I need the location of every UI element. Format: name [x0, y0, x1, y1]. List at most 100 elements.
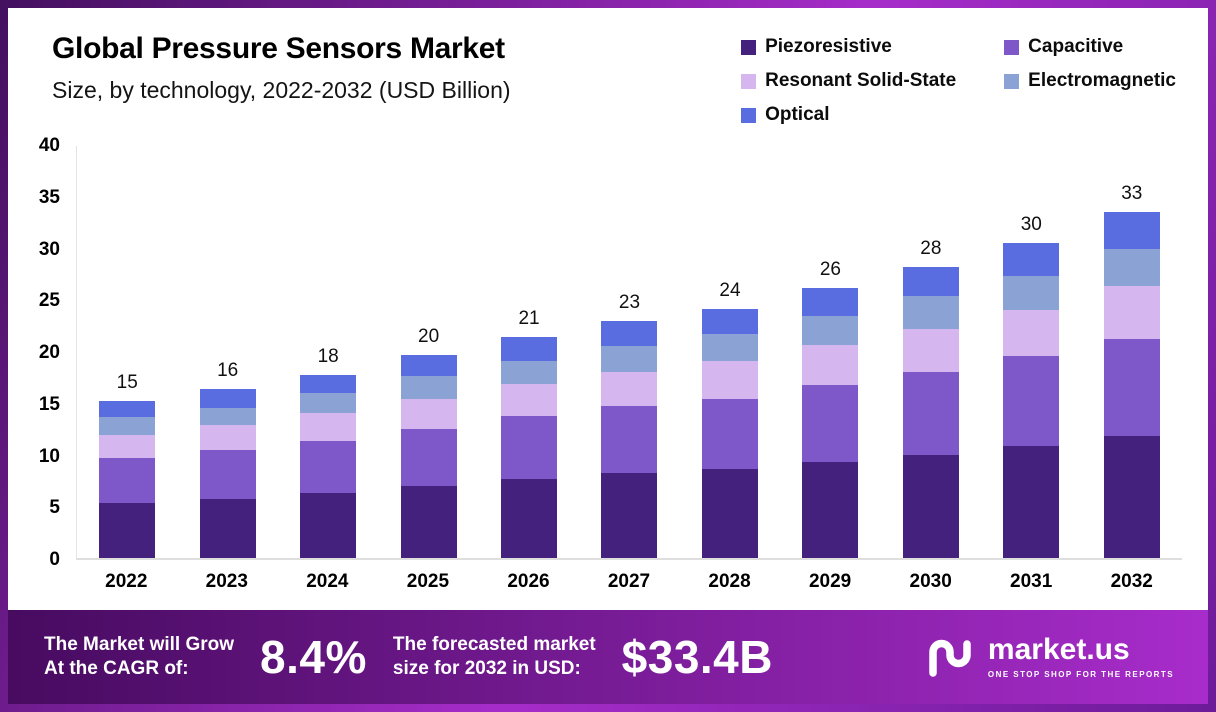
y-tick-label: 20	[38, 342, 60, 363]
bar-segment-resonant-solid-state	[300, 413, 357, 442]
x-tick-label: 2027	[607, 571, 651, 592]
x-axis: 2022 2023 2024 2025 2026 2027 2028 2029 2030 2031…	[76, 571, 1182, 593]
bar-segment-electromagnetic	[300, 393, 357, 414]
legend-item-electromagnetic: Electromagnetic	[1004, 70, 1176, 92]
bar-segment-electromagnetic	[501, 361, 558, 385]
bar-column-2029: 26	[780, 146, 880, 558]
bar-total-label: 26	[819, 258, 841, 280]
x-tick-label: 2024	[306, 571, 349, 592]
bar-column-2022: 15	[77, 146, 177, 558]
y-tick-label: 5	[49, 497, 60, 519]
legend-label: Electromagnetic	[1028, 70, 1176, 91]
page-subtitle: Size, by technology, 2022-2032 (USD Bill…	[52, 77, 511, 103]
bar-segment-resonant-solid-state	[1103, 285, 1160, 339]
x-tick-label: 2030	[909, 571, 952, 592]
legend-label: Capacitive	[1028, 36, 1124, 57]
bar-segment-optical	[300, 374, 357, 394]
bar-segment-resonant-solid-state	[99, 434, 156, 458]
bar-total-label: 33	[1121, 183, 1143, 205]
bar-segment-capacitive	[601, 405, 658, 474]
brand: market.us ONE STOP SHOP FOR THE REPORTS	[924, 631, 1174, 683]
legend-label: Optical	[765, 104, 830, 125]
legend-swatch	[741, 73, 757, 89]
bar-segment-piezoresistive	[1103, 435, 1160, 558]
bar-segment-capacitive	[400, 428, 457, 486]
legend-label: Resonant Solid-State	[765, 70, 957, 91]
bar-segment-electromagnetic	[199, 407, 256, 425]
y-tick-label: 0	[49, 549, 60, 570]
bar-column-2025: 20	[378, 146, 478, 558]
page-title: Global Pressure Sensors Market	[52, 32, 505, 65]
x-tick-label: 2032	[1110, 571, 1153, 592]
bar-total-label: 23	[618, 292, 641, 314]
bar-segment-electromagnetic	[701, 334, 758, 362]
bar-segment-capacitive	[802, 385, 859, 462]
bar-segment-resonant-solid-state	[802, 344, 859, 386]
bar-segment-electromagnetic	[601, 345, 658, 372]
plot-area: 15 16 18 20 21 23 24 26 28 30 33	[76, 146, 1182, 560]
x-tick-label: 2026	[507, 571, 550, 592]
x-tick-label: 2031	[1010, 571, 1053, 592]
bar-segment-piezoresistive	[501, 479, 558, 558]
bar-segment-piezoresistive	[701, 469, 758, 558]
x-tick-label: 2028	[708, 571, 751, 592]
legend: Piezoresistive Capacitive Resonant Solid-S…	[741, 32, 1176, 126]
stacked-bar	[802, 287, 859, 558]
forecast-label-line1: The forecasted market	[392, 634, 596, 656]
bar-segment-electromagnetic	[802, 315, 859, 345]
y-tick-label: 25	[38, 290, 60, 312]
stacked-bar	[199, 389, 256, 558]
bar-segment-resonant-solid-state	[701, 361, 758, 399]
bar-segment-electromagnetic	[1003, 275, 1060, 310]
bar-column-2026: 21	[479, 146, 579, 558]
bar-column-2032: 33	[1082, 146, 1182, 558]
bar-segment-piezoresistive	[99, 503, 156, 558]
y-tick-label: 30	[38, 238, 60, 260]
title-block: Global Pressure Sensors Market Size, by …	[52, 32, 511, 104]
legend-swatch	[741, 107, 757, 123]
cagr-label: The Market will Grow At the CAGR of:	[44, 633, 234, 681]
forecast-label: The forecasted market size for 2032 in U…	[393, 633, 596, 681]
bar-segment-optical	[199, 389, 256, 408]
bar-segment-capacitive	[300, 441, 357, 493]
bar-segment-piezoresistive	[902, 454, 959, 558]
legend-item-piezoresistive: Piezoresistive	[741, 36, 956, 58]
bar-column-2031: 30	[981, 146, 1081, 558]
footer-banner: The Market will Grow At the CAGR of: 8.4…	[8, 610, 1208, 704]
bar-segment-resonant-solid-state	[1003, 309, 1060, 357]
stacked-bar	[501, 336, 558, 558]
stacked-bar	[601, 321, 658, 558]
stacked-bar	[701, 308, 758, 558]
y-tick-label: 10	[38, 445, 60, 467]
bar-segment-piezoresistive	[400, 485, 457, 558]
bar-segment-capacitive	[99, 457, 156, 504]
bar-column-2030: 28	[881, 146, 981, 558]
stacked-bar	[902, 267, 959, 558]
bar-segment-optical	[802, 287, 859, 316]
x-tick-label: 2025	[406, 571, 450, 592]
stacked-bar	[1103, 212, 1160, 558]
bar-column-2024: 18	[278, 146, 378, 558]
brand-tagline: ONE STOP SHOP FOR THE REPORTS	[987, 670, 1174, 679]
legend-swatch	[741, 39, 757, 55]
forecast-value: $33.4B	[621, 631, 773, 683]
bar-total-label: 15	[116, 371, 138, 393]
bar-segment-optical	[902, 267, 959, 297]
bar-segment-optical	[501, 336, 558, 362]
cagr-value: 8.4%	[260, 631, 367, 683]
bar-segment-optical	[400, 355, 457, 376]
legend-item-optical: Optical	[741, 104, 956, 126]
bar-segment-optical	[1003, 243, 1060, 276]
bar-segment-electromagnetic	[1103, 248, 1160, 286]
bar-column-2028: 24	[680, 146, 780, 558]
bar-segment-optical	[99, 400, 156, 418]
bar-segment-optical	[701, 308, 758, 335]
bar-segment-piezoresistive	[802, 461, 859, 558]
cagr-label-line1: The Market will Grow	[44, 634, 235, 656]
bar-segment-electromagnetic	[400, 375, 457, 399]
stacked-bar	[99, 400, 156, 558]
bar-total-label: 16	[217, 360, 239, 382]
bar-total-label: 21	[518, 307, 540, 329]
bar-segment-piezoresistive	[300, 492, 357, 558]
